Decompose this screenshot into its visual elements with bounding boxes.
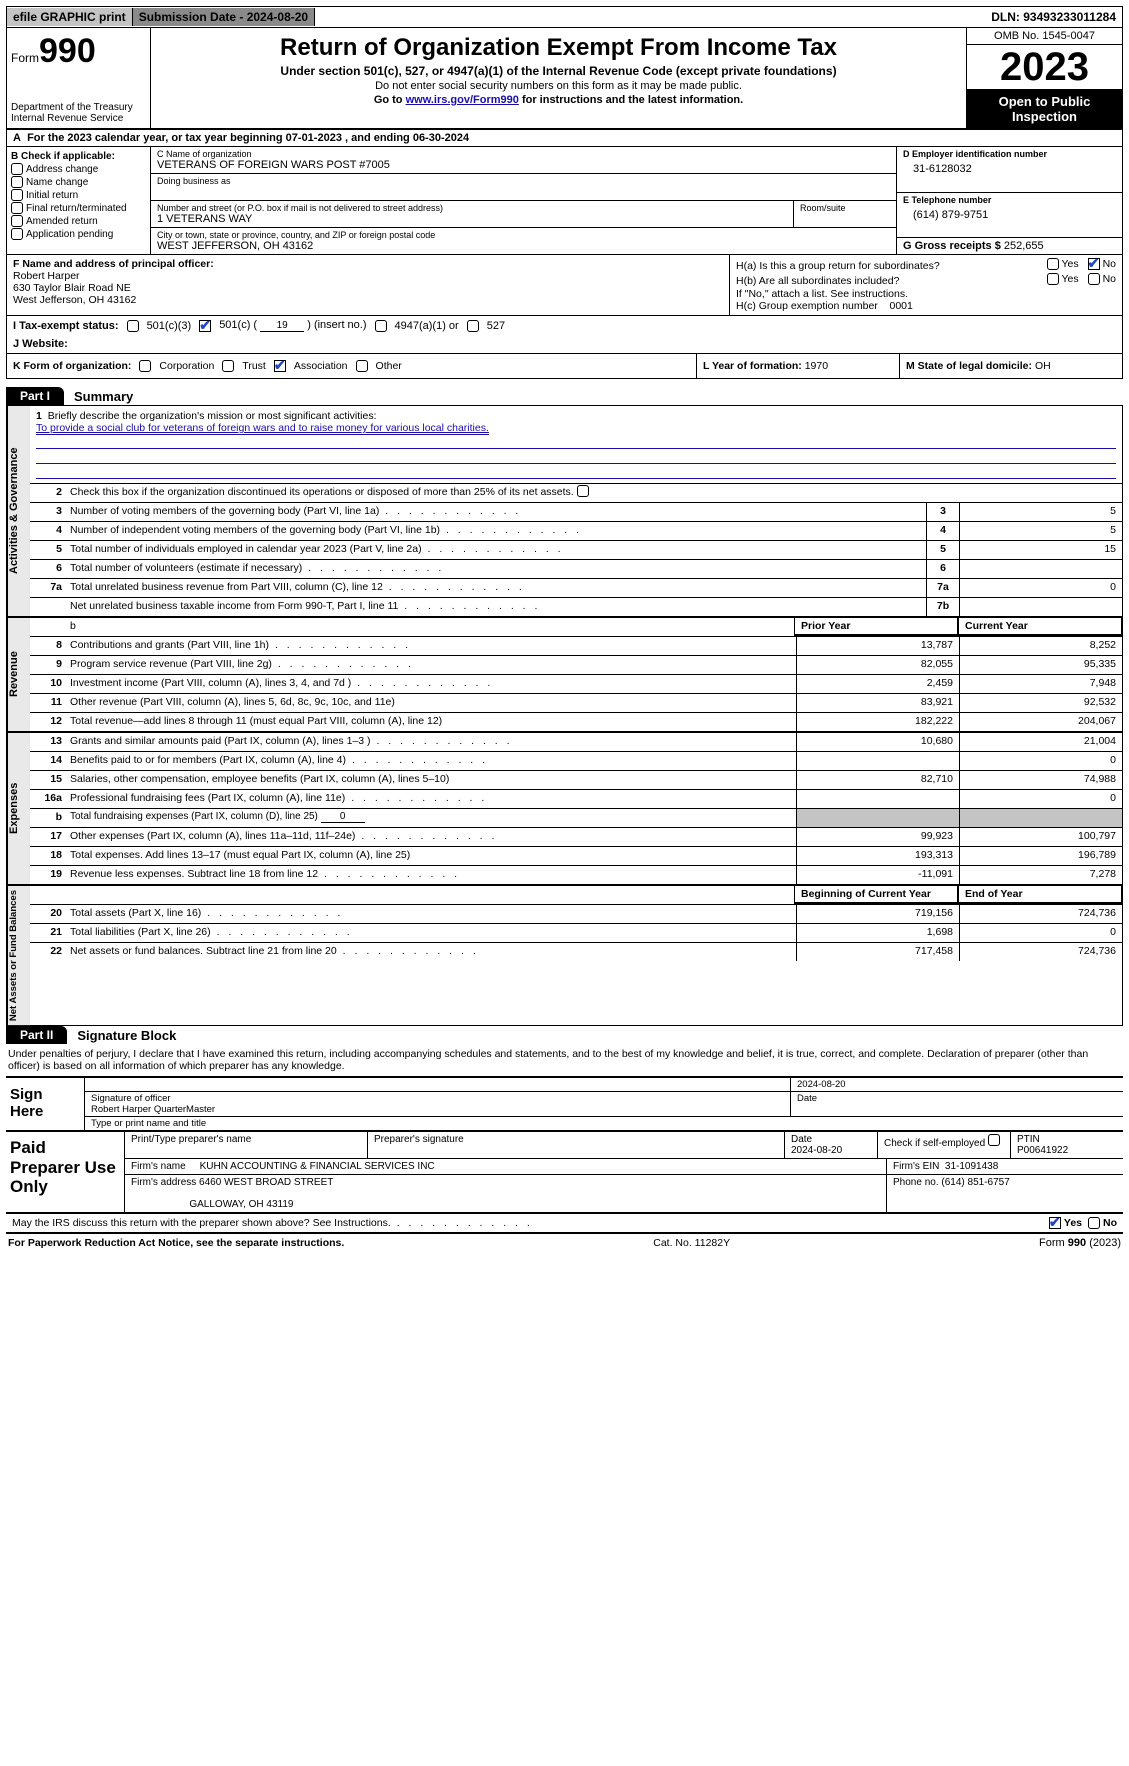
part2-header: Part II Signature Block	[6, 1026, 1123, 1044]
ssn-note: Do not enter social security numbers on …	[159, 80, 958, 92]
ein-cell: D Employer identification number 31-6128…	[897, 147, 1122, 193]
paid-preparer-block: Paid Preparer Use Only Print/Type prepar…	[6, 1132, 1123, 1214]
form-number: Form990	[11, 32, 146, 71]
tax-year-line: A For the 2023 calendar year, or tax yea…	[6, 130, 1123, 147]
side-governance: Activities & Governance	[7, 406, 30, 616]
side-expenses: Expenses	[7, 733, 30, 884]
side-revenue: Revenue	[7, 618, 30, 731]
website-row: J Website:	[6, 335, 1123, 354]
tax-year: 2023	[967, 45, 1122, 90]
irs-link[interactable]: www.irs.gov/Form990	[406, 94, 519, 106]
org-form-row: K Form of organization: Corporation Trus…	[6, 354, 1123, 379]
form-subtitle: Under section 501(c), 527, or 4947(a)(1)…	[159, 64, 958, 78]
goto-note: Go to www.irs.gov/Form990 for instructio…	[159, 94, 958, 106]
efile-topbar: efile GRAPHIC print Submission Date - 20…	[6, 6, 1123, 28]
part1-header: Part I Summary	[6, 387, 1123, 405]
dept-treasury: Department of the Treasury Internal Reve…	[11, 102, 146, 124]
form-header: Form990 Department of the Treasury Inter…	[6, 28, 1123, 130]
officer-group-block: F Name and address of principal officer:…	[6, 255, 1123, 316]
street-cell: Number and street (or P.O. box if mail i…	[151, 201, 896, 228]
section-b: B Check if applicable: Address change Na…	[7, 147, 151, 254]
penalty-statement: Under penalties of perjury, I declare th…	[6, 1044, 1123, 1078]
open-inspection: Open to Public Inspection	[967, 90, 1122, 128]
part1-body: Activities & Governance 1 Briefly descri…	[6, 405, 1123, 1026]
group-return: H(a) Is this a group return for subordin…	[730, 255, 1122, 315]
efile-print: efile GRAPHIC print	[7, 8, 133, 26]
form-title: Return of Organization Exempt From Incom…	[159, 34, 958, 62]
omb-number: OMB No. 1545-0047	[967, 28, 1122, 45]
submission-date: Submission Date - 2024-08-20	[133, 8, 315, 26]
dba-cell: Doing business as	[151, 174, 896, 201]
discuss-row: May the IRS discuss this return with the…	[6, 1214, 1123, 1234]
mission-block: 1 Briefly describe the organization's mi…	[30, 406, 1122, 483]
side-netassets: Net Assets or Fund Balances	[7, 886, 30, 1025]
identity-block: B Check if applicable: Address change Na…	[6, 147, 1123, 255]
phone-cell: E Telephone number (614) 879-9751	[897, 193, 1122, 239]
org-name-cell: C Name of organization VETERANS OF FOREI…	[151, 147, 896, 174]
city-cell: City or town, state or province, country…	[151, 228, 896, 254]
gross-receipts-cell: G Gross receipts $ 252,655	[897, 238, 1122, 254]
page-footer: For Paperwork Reduction Act Notice, see …	[6, 1234, 1123, 1252]
dln: DLN: 93493233011284	[985, 8, 1122, 26]
tax-exempt-row: I Tax-exempt status: 501(c)(3) 501(c) ( …	[6, 316, 1123, 335]
principal-officer: F Name and address of principal officer:…	[7, 255, 730, 315]
sign-here-block: Sign Here 2024-08-20 Signature of office…	[6, 1078, 1123, 1132]
